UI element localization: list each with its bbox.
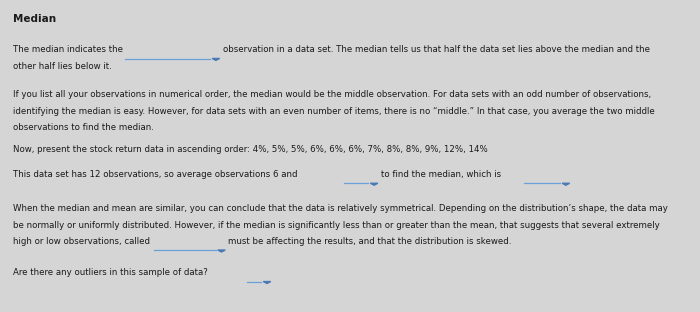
Text: must be affecting the results, and that the distribution is skewed.: must be affecting the results, and that … bbox=[228, 237, 512, 246]
Text: be normally or uniformly distributed. However, if the median is significantly le: be normally or uniformly distributed. Ho… bbox=[13, 221, 659, 230]
Polygon shape bbox=[370, 183, 378, 185]
Text: If you list all your observations in numerical order, the median would be the mi: If you list all your observations in num… bbox=[13, 90, 651, 100]
Text: Median: Median bbox=[13, 14, 56, 24]
Polygon shape bbox=[212, 58, 220, 61]
Polygon shape bbox=[263, 281, 271, 284]
Text: other half lies below it.: other half lies below it. bbox=[13, 62, 111, 71]
Polygon shape bbox=[562, 183, 570, 185]
Text: Now, present the stock return data in ascending order: 4%, 5%, 5%, 6%, 6%, 6%, 7: Now, present the stock return data in as… bbox=[13, 145, 487, 154]
Text: high or low observations, called: high or low observations, called bbox=[13, 237, 150, 246]
Text: This data set has 12 observations, so average observations 6 and: This data set has 12 observations, so av… bbox=[13, 170, 297, 179]
Text: observations to find the median.: observations to find the median. bbox=[13, 123, 153, 132]
Text: Are there any outliers in this sample of data?: Are there any outliers in this sample of… bbox=[13, 268, 207, 277]
Text: observation in a data set. The median tells us that half the data set lies above: observation in a data set. The median te… bbox=[223, 45, 650, 54]
Text: to find the median, which is: to find the median, which is bbox=[381, 170, 501, 179]
Text: identifying the median is easy. However, for data sets with an even number of it: identifying the median is easy. However,… bbox=[13, 107, 654, 116]
Polygon shape bbox=[218, 250, 225, 252]
Text: When the median and mean are similar, you can conclude that the data is relative: When the median and mean are similar, yo… bbox=[13, 204, 668, 213]
Text: The median indicates the: The median indicates the bbox=[13, 45, 122, 54]
